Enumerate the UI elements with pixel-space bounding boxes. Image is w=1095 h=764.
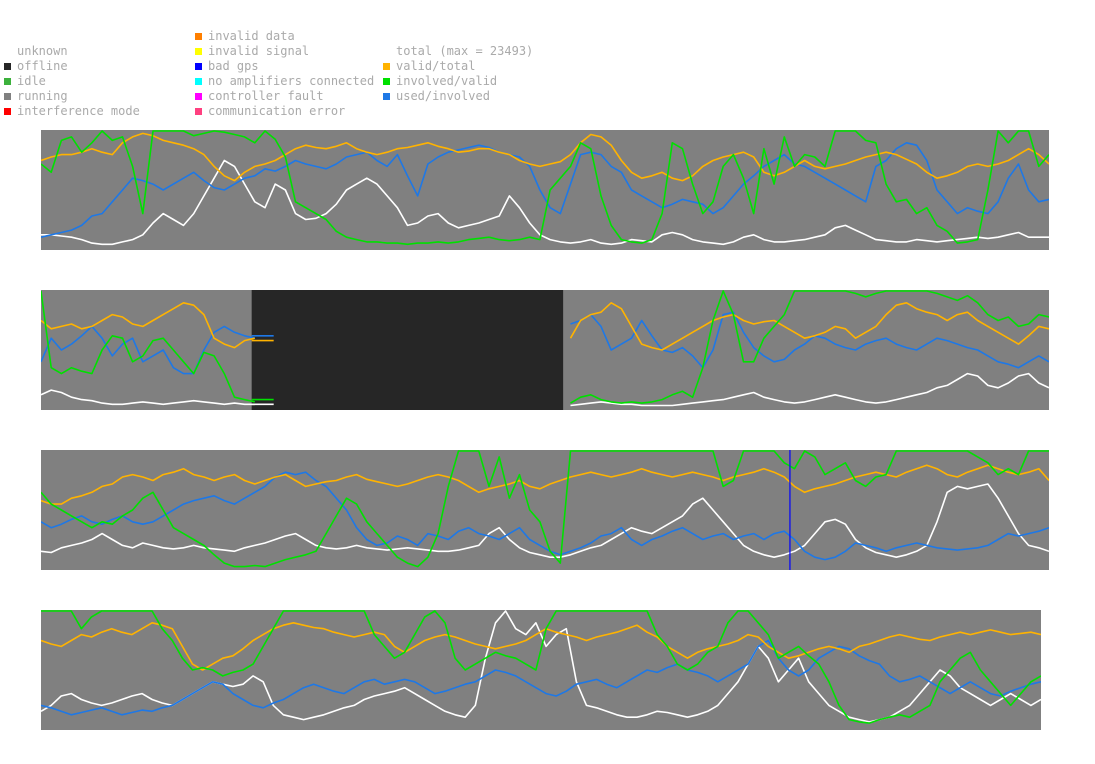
legend-label-offline: offline <box>17 59 68 73</box>
legend-swatch-used-involved <box>383 93 390 100</box>
legend-label-total: total (max = 23493) <box>396 44 534 58</box>
legend-label-invalid-data: invalid data <box>208 29 295 43</box>
legend-label-running: running <box>17 89 68 103</box>
series-lines <box>41 450 1049 568</box>
chart-background <box>41 450 1049 570</box>
line-total <box>41 483 1049 558</box>
chart-panel-2 <box>41 290 1049 410</box>
chart-panel-3 <box>41 450 1049 570</box>
legend-swatch-invalid-signal <box>195 48 202 55</box>
legend-swatch-controller-fault <box>195 93 202 100</box>
legend-label-involved-valid: involved/valid <box>396 74 498 88</box>
line-involved-valid <box>41 450 1049 568</box>
legend-label-interference-mode: interference mode <box>17 104 140 118</box>
chart-background <box>41 610 1041 730</box>
legend-swatch-invalid-data <box>195 33 202 40</box>
line-involved-valid <box>41 130 1049 246</box>
line-valid-total <box>41 464 1049 505</box>
legend-swatch-valid-total <box>383 63 390 70</box>
state-segment-offline <box>251 290 564 410</box>
series-lines <box>41 290 1049 407</box>
line-involved-valid <box>41 290 1049 404</box>
line-total <box>41 372 1049 407</box>
chart-panel-4 <box>41 610 1041 730</box>
line-valid-total <box>41 132 1049 182</box>
legend-swatch-offline <box>4 63 11 70</box>
legend-swatch-no-amplifiers <box>195 78 202 85</box>
legend-swatch-idle <box>4 78 11 85</box>
legend-swatch-bad-gps <box>195 63 202 70</box>
legend-label-used-involved: used/involved <box>396 89 490 103</box>
line-valid-total <box>41 622 1041 671</box>
legend-label-unknown: unknown <box>17 44 68 58</box>
line-used-involved <box>41 639 1041 716</box>
legend-swatch-communication-error <box>195 108 202 115</box>
legend-label-communication-error: communication error <box>208 104 346 118</box>
legend-label-idle: idle <box>17 74 46 88</box>
line-valid-total <box>41 302 1049 351</box>
chart-background <box>41 130 1049 250</box>
legend-label-controller-fault: controller fault <box>208 89 324 103</box>
legend-swatch-running <box>4 93 11 100</box>
series-lines <box>41 610 1041 724</box>
chart-panel-1 <box>41 130 1049 250</box>
legend-swatch-involved-valid <box>383 78 390 85</box>
line-used-involved <box>41 311 1049 375</box>
series-lines <box>41 130 1049 246</box>
legend-label-bad-gps: bad gps <box>208 59 259 73</box>
line-used-involved <box>41 471 1049 561</box>
line-total <box>41 159 1049 246</box>
legend-label-no-amplifiers: no amplifiers connected <box>208 74 375 88</box>
legend-swatch-interference-mode <box>4 108 11 115</box>
legend-label-valid-total: valid/total <box>396 59 476 73</box>
line-involved-valid <box>41 610 1041 724</box>
legend-label-invalid-signal: invalid signal <box>208 44 310 58</box>
